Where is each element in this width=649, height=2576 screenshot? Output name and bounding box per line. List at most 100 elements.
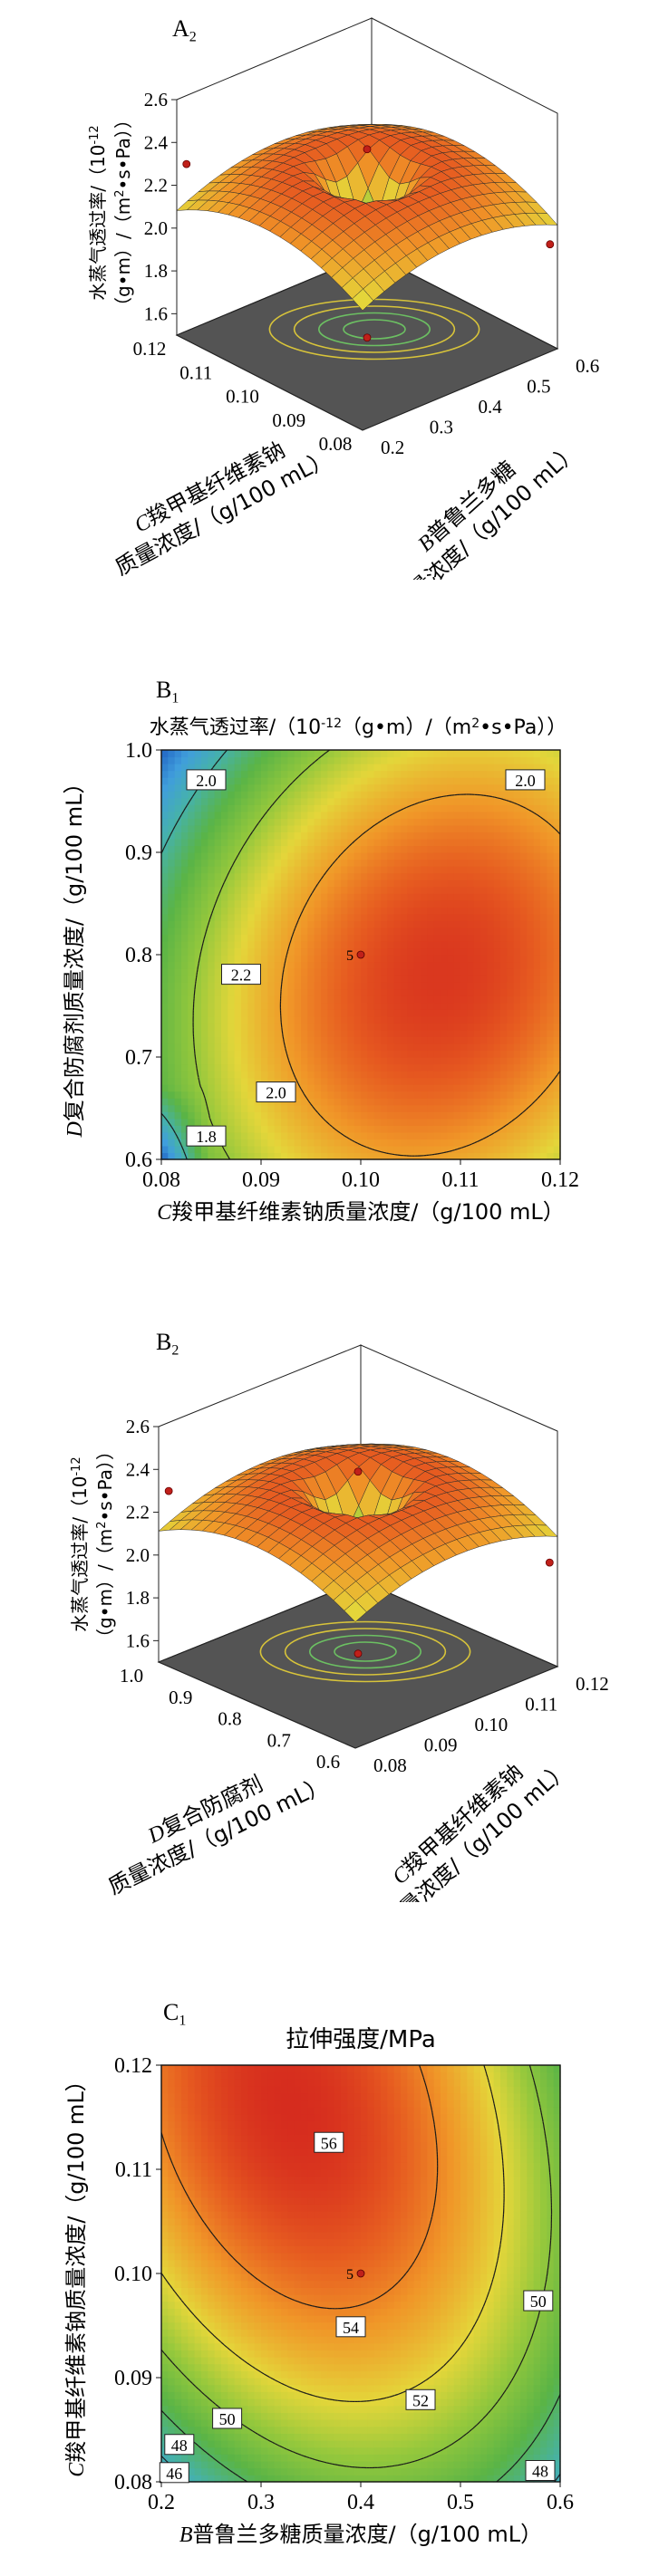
heat-cell: [161, 947, 169, 956]
heat-cell: [487, 811, 495, 819]
heat-cell: [228, 1071, 236, 1079]
heat-cell: [527, 764, 535, 772]
heat-cell: [540, 1043, 547, 1052]
heat-cell: [407, 859, 415, 867]
heat-cell: [413, 995, 421, 1004]
heat-cell: [287, 852, 295, 860]
heat-cell: [274, 893, 282, 901]
heat-cell: [274, 988, 282, 996]
heat-cell: [427, 879, 435, 888]
heat-cell: [453, 756, 461, 764]
heat-cell: [480, 1145, 488, 1154]
heat-cell: [234, 1118, 242, 1126]
heat-cell: [314, 1118, 322, 1126]
heat-cell: [367, 777, 375, 785]
heat-cell: [168, 791, 176, 799]
heat-cell: [161, 818, 169, 826]
heat-cell: [254, 1057, 262, 1065]
heat-cell: [221, 797, 228, 805]
heat-cell: [487, 804, 495, 812]
heat-cell: [321, 1118, 328, 1126]
heat-cell: [427, 1098, 435, 1106]
heat-cell: [441, 1057, 448, 1065]
heat-cell: [547, 1036, 555, 1044]
heat-cell: [387, 824, 395, 832]
heat-cell: [307, 1084, 315, 1092]
heat-cell: [361, 1023, 368, 1031]
contour-segment: [374, 822, 379, 826]
contour-segment: [197, 1074, 199, 1078]
heat-cell: [274, 845, 282, 853]
heat-cell: [301, 1015, 308, 1024]
heat-cell: [347, 920, 355, 928]
heat-cell: [553, 934, 561, 942]
heat-cell: [433, 899, 441, 908]
heat-cell: [460, 824, 468, 832]
heat-cell: [341, 982, 348, 990]
heat-cell: [161, 968, 169, 976]
heat-cell: [208, 995, 216, 1004]
heat-cell: [168, 818, 176, 826]
heat-cell: [393, 831, 402, 840]
heat-cell: [354, 783, 362, 792]
heat-cell: [267, 955, 276, 963]
contour-segment: [329, 863, 334, 868]
heat-cell: [188, 1077, 196, 1085]
heat-cell: [168, 872, 176, 880]
contour-segment: [181, 1147, 185, 1151]
heat-cell: [281, 750, 288, 758]
heat-cell: [533, 831, 541, 840]
heat-cell: [467, 927, 475, 935]
heat-cell: [473, 811, 481, 819]
heat-cell: [480, 968, 488, 976]
heat-cell: [473, 783, 481, 792]
heat-cell: [254, 988, 262, 996]
heat-cell: [274, 968, 282, 976]
heat-cell: [373, 811, 382, 819]
heat-cell: [527, 811, 535, 819]
heat-cell: [427, 818, 435, 826]
heat-cell: [294, 811, 302, 819]
heat-cell: [547, 831, 555, 840]
heat-cell: [387, 797, 395, 805]
heat-cell: [174, 927, 182, 935]
heat-cell: [194, 1152, 202, 1160]
heat-cell: [327, 1050, 335, 1058]
heat-cell: [314, 818, 322, 826]
heat-cell: [314, 770, 322, 778]
contour-segment: [312, 761, 315, 764]
heat-cell: [194, 1091, 202, 1099]
heat-cell: [214, 852, 222, 860]
heat-cell: [413, 961, 421, 969]
heat-cell: [540, 1111, 547, 1120]
heat-cell: [234, 1077, 242, 1085]
heat-cell: [228, 1152, 236, 1160]
heat-cell: [460, 1023, 468, 1031]
floor-contour: [317, 312, 431, 347]
heat-cell: [174, 797, 182, 805]
heat-cell: [507, 1057, 515, 1065]
heat-cell: [473, 1029, 481, 1037]
heat-cell: [487, 1036, 495, 1044]
heat-cell: [381, 1152, 388, 1160]
heat-cell: [493, 1050, 501, 1058]
heat-cell: [241, 893, 248, 901]
heat-cell: [513, 872, 521, 880]
heat-cell: [367, 955, 375, 963]
heat-cell: [354, 927, 362, 935]
heat-cell: [228, 1084, 236, 1092]
heat-cell: [493, 845, 501, 853]
heat-cell: [241, 927, 248, 935]
contour-segment: [551, 1080, 554, 1083]
heat-cell: [553, 811, 561, 819]
heat-cell: [533, 804, 541, 812]
heat-cell: [401, 893, 408, 901]
heat-cell: [467, 1050, 475, 1058]
heat-cell: [334, 1043, 342, 1052]
heat-cell: [500, 968, 508, 976]
contour-segment: [172, 1128, 175, 1131]
heat-cell: [281, 818, 288, 826]
heat-cell: [407, 907, 415, 915]
heat-cell: [174, 1084, 182, 1092]
contour-segment: [539, 1094, 542, 1097]
